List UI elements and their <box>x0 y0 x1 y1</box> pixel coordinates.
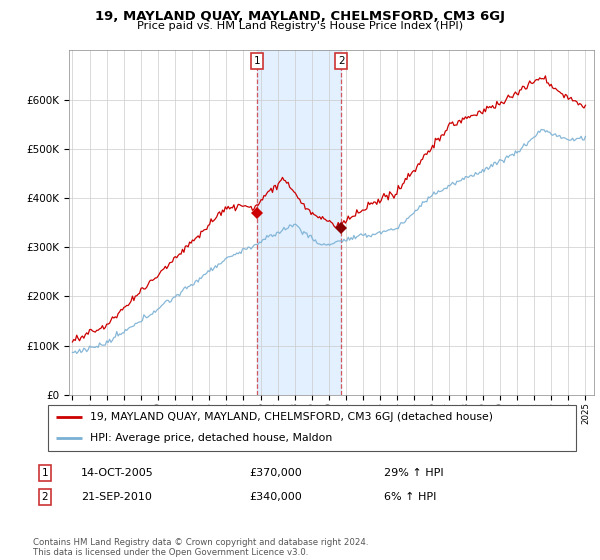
Text: £340,000: £340,000 <box>249 492 302 502</box>
Text: 2: 2 <box>41 492 49 502</box>
Text: 1: 1 <box>41 468 49 478</box>
Text: 19, MAYLAND QUAY, MAYLAND, CHELMSFORD, CM3 6GJ: 19, MAYLAND QUAY, MAYLAND, CHELMSFORD, C… <box>95 10 505 23</box>
Text: £370,000: £370,000 <box>249 468 302 478</box>
Bar <box>257 50 341 395</box>
Text: 19, MAYLAND QUAY, MAYLAND, CHELMSFORD, CM3 6GJ (detached house): 19, MAYLAND QUAY, MAYLAND, CHELMSFORD, C… <box>90 412 493 422</box>
Text: 6% ↑ HPI: 6% ↑ HPI <box>384 492 436 502</box>
Text: 1: 1 <box>254 56 260 66</box>
Text: 2: 2 <box>338 56 344 66</box>
Text: Contains HM Land Registry data © Crown copyright and database right 2024.
This d: Contains HM Land Registry data © Crown c… <box>33 538 368 557</box>
Text: 29% ↑ HPI: 29% ↑ HPI <box>384 468 443 478</box>
Text: HPI: Average price, detached house, Maldon: HPI: Average price, detached house, Mald… <box>90 433 332 444</box>
Text: Price paid vs. HM Land Registry's House Price Index (HPI): Price paid vs. HM Land Registry's House … <box>137 21 463 31</box>
Text: 14-OCT-2005: 14-OCT-2005 <box>81 468 154 478</box>
Text: 21-SEP-2010: 21-SEP-2010 <box>81 492 152 502</box>
